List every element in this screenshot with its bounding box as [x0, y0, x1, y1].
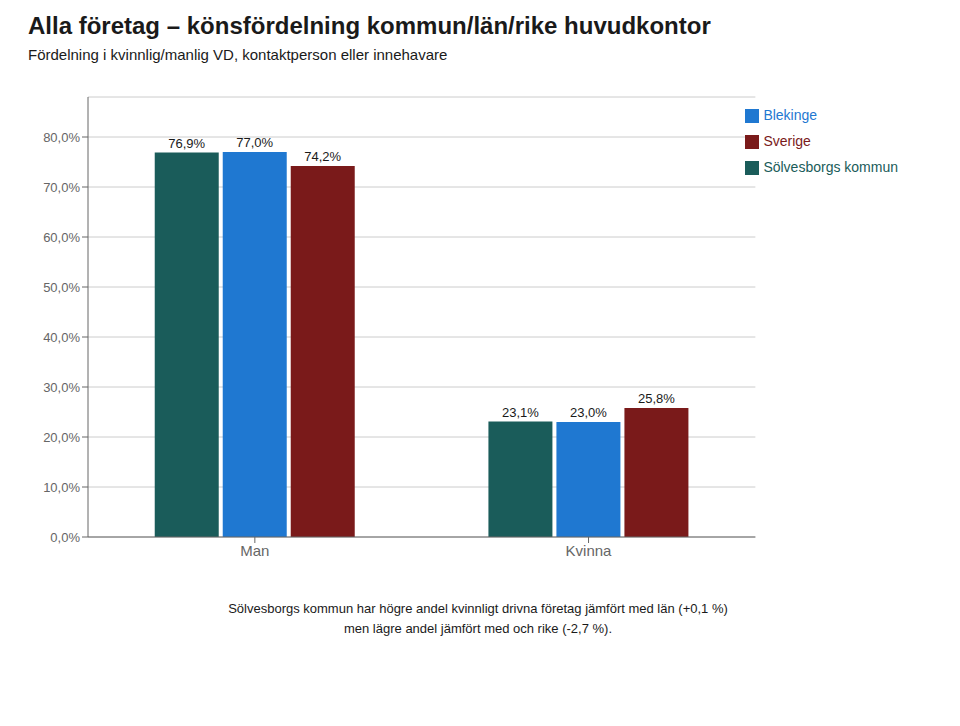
svg-text:70,0%: 70,0% [43, 180, 80, 195]
svg-text:30,0%: 30,0% [43, 380, 80, 395]
svg-text:76,9%: 76,9% [168, 136, 205, 151]
html-text:Sverige: Sverige [763, 133, 811, 149]
svg-text:Man: Man [240, 542, 269, 559]
svg-text:74,2%: 74,2% [304, 149, 341, 164]
html-text:Sölvesborgs kommun har högre a: Sölvesborgs kommun har högre andel kvinn… [228, 601, 728, 616]
html-text:men lägre andel jämfört med oc: men lägre andel jämfört med och rike (-2… [344, 621, 612, 636]
svg-text:77,0%: 77,0% [236, 135, 273, 150]
svg-text:25,8%: 25,8% [638, 391, 675, 406]
svg-text:80,0%: 80,0% [43, 130, 80, 145]
svg-text:0,0%: 0,0% [50, 530, 80, 545]
html-text:Sölvesborgs kommun: Sölvesborgs kommun [763, 159, 898, 175]
html-text:Fördelning i kvinnlig/manlig V: Fördelning i kvinnlig/manlig VD, kontakt… [28, 46, 448, 63]
svg-text:40,0%: 40,0% [43, 330, 80, 345]
svg-text:23,1%: 23,1% [502, 405, 539, 420]
svg-text:10,0%: 10,0% [43, 480, 80, 495]
html-text:Blekinge: Blekinge [763, 107, 818, 123]
svg-text:50,0%: 50,0% [43, 280, 80, 295]
svg-text:Kvinna: Kvinna [566, 542, 613, 559]
html-text:Alla företag – könsfördelning: Alla företag – könsfördelning kommun/län… [28, 12, 711, 39]
svg-text:60,0%: 60,0% [43, 230, 80, 245]
svg-text:23,0%: 23,0% [570, 405, 607, 420]
svg-text:20,0%: 20,0% [43, 430, 80, 445]
